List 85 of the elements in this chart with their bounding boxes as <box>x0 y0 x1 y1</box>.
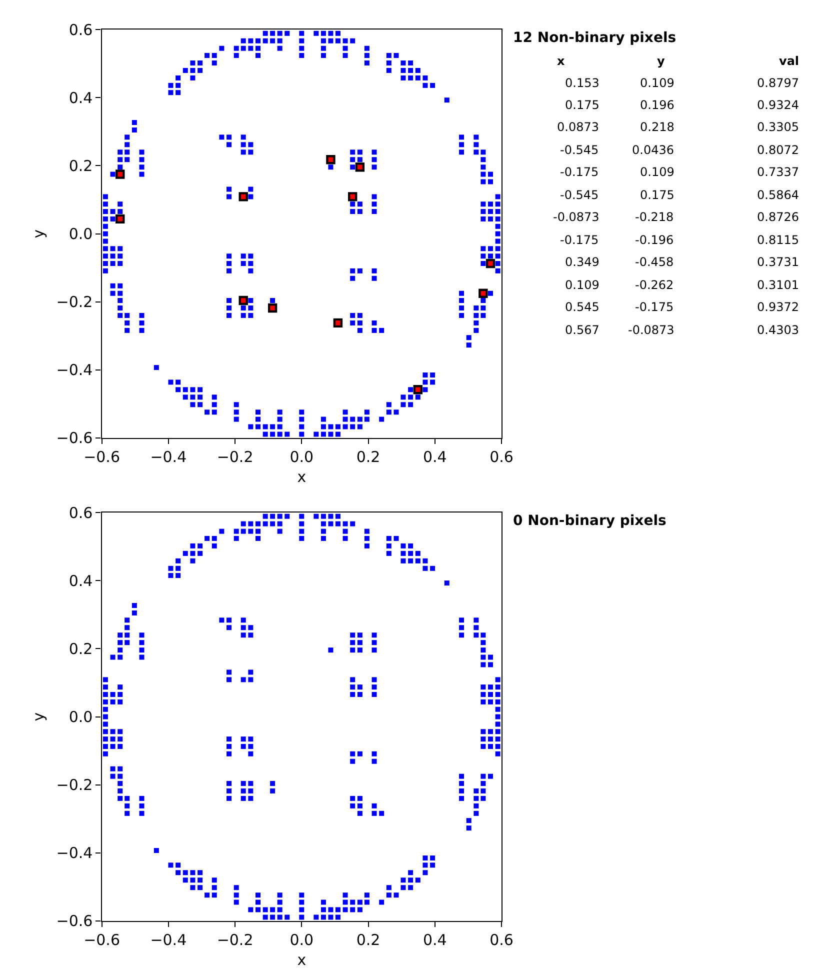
y-tick-label: −0.6 <box>56 429 93 448</box>
text: 0.109 <box>640 165 674 179</box>
x-tick-label: 0.6 <box>490 448 514 466</box>
point <box>413 385 422 394</box>
text: 0.0436 <box>632 143 674 157</box>
point <box>348 192 358 202</box>
x-axis-title: x <box>297 468 306 486</box>
point <box>326 155 336 164</box>
text: 0.545 <box>565 300 600 314</box>
y-tick-label: −0.2 <box>56 293 93 312</box>
point <box>333 318 343 328</box>
point <box>268 303 278 313</box>
text: -0.458 <box>635 255 674 269</box>
y-tick-label: −0.4 <box>56 844 93 862</box>
point <box>116 170 125 179</box>
text: -0.175 <box>560 233 599 247</box>
point <box>116 214 125 224</box>
text: -0.545 <box>560 143 599 157</box>
point <box>238 296 248 306</box>
text: 0.175 <box>565 98 600 112</box>
text: -0.175 <box>635 300 674 314</box>
y-tick-label: −0.6 <box>56 912 93 930</box>
y-tick-label: 0.0 <box>68 225 93 244</box>
text: 0.9372 <box>757 300 799 314</box>
y-tick-label: 0.0 <box>68 708 93 726</box>
x-tick-label: 0.2 <box>356 931 380 950</box>
x-tick-label: 0.2 <box>356 448 380 466</box>
text: 0.196 <box>640 98 674 112</box>
y-axis-title: y <box>30 712 48 722</box>
text: 0.8072 <box>757 143 799 157</box>
text: 0.218 <box>640 120 674 134</box>
x-tick-label: 0.4 <box>422 448 447 466</box>
y-tick-label: 0.2 <box>68 156 93 175</box>
x-tick-label: −0.4 <box>150 931 187 950</box>
x-tick-label: 0.0 <box>290 448 314 466</box>
text: -0.0873 <box>553 210 600 224</box>
text: 0.153 <box>565 76 600 90</box>
y-axis-title: y <box>30 229 48 238</box>
text: 0.175 <box>640 188 674 202</box>
text: 0.8797 <box>757 76 799 90</box>
x-axis-title: x <box>297 951 306 970</box>
text: 0.567 <box>565 323 600 337</box>
text: -0.218 <box>635 210 674 224</box>
y-tick-label: 0.6 <box>68 20 93 39</box>
text: -0.196 <box>635 233 674 247</box>
point <box>355 162 365 172</box>
point <box>478 288 488 298</box>
text: -0.262 <box>635 278 674 292</box>
x-tick-label: 0.4 <box>422 931 447 950</box>
point <box>486 258 496 268</box>
y-tick-label: 0.4 <box>68 572 93 590</box>
text: 0.8115 <box>757 233 799 247</box>
text: 0.349 <box>565 255 600 269</box>
x-tick-label: 0.0 <box>290 931 314 950</box>
text: val <box>779 54 800 68</box>
text: 0 Non-binary pixels <box>513 513 666 529</box>
x-tick-label: −0.4 <box>150 448 187 466</box>
x-tick-label: −0.6 <box>84 931 120 950</box>
x-tick-label: 0.6 <box>490 931 514 950</box>
y-tick-label: 0.6 <box>68 504 93 522</box>
text: 0.9324 <box>757 98 799 112</box>
text: 0.109 <box>640 76 674 90</box>
text: 0.3101 <box>757 278 799 292</box>
text: y <box>657 54 665 68</box>
text: 0.5864 <box>757 188 799 202</box>
x-tick-label: −0.2 <box>216 931 254 950</box>
text: x <box>557 54 565 68</box>
y-tick-label: 0.2 <box>68 640 93 658</box>
y-tick-label: 0.4 <box>68 88 93 107</box>
y-tick-label: −0.2 <box>56 776 93 794</box>
x-tick-label: −0.2 <box>216 448 254 466</box>
text: 0.8726 <box>757 210 799 224</box>
text: 12 Non-binary pixels <box>513 30 676 46</box>
text: -0.545 <box>560 188 599 202</box>
text: 0.7337 <box>757 165 799 179</box>
text: -0.175 <box>560 165 599 179</box>
text: -0.0873 <box>628 323 674 337</box>
text: 0.4303 <box>757 323 799 337</box>
text: 0.3731 <box>757 255 799 269</box>
text: 0.0873 <box>557 120 599 134</box>
text: 0.3305 <box>757 120 799 134</box>
x-tick-label: −0.6 <box>84 448 120 466</box>
y-tick-label: −0.4 <box>56 361 93 380</box>
text: 0.109 <box>565 278 600 292</box>
point <box>238 192 248 202</box>
